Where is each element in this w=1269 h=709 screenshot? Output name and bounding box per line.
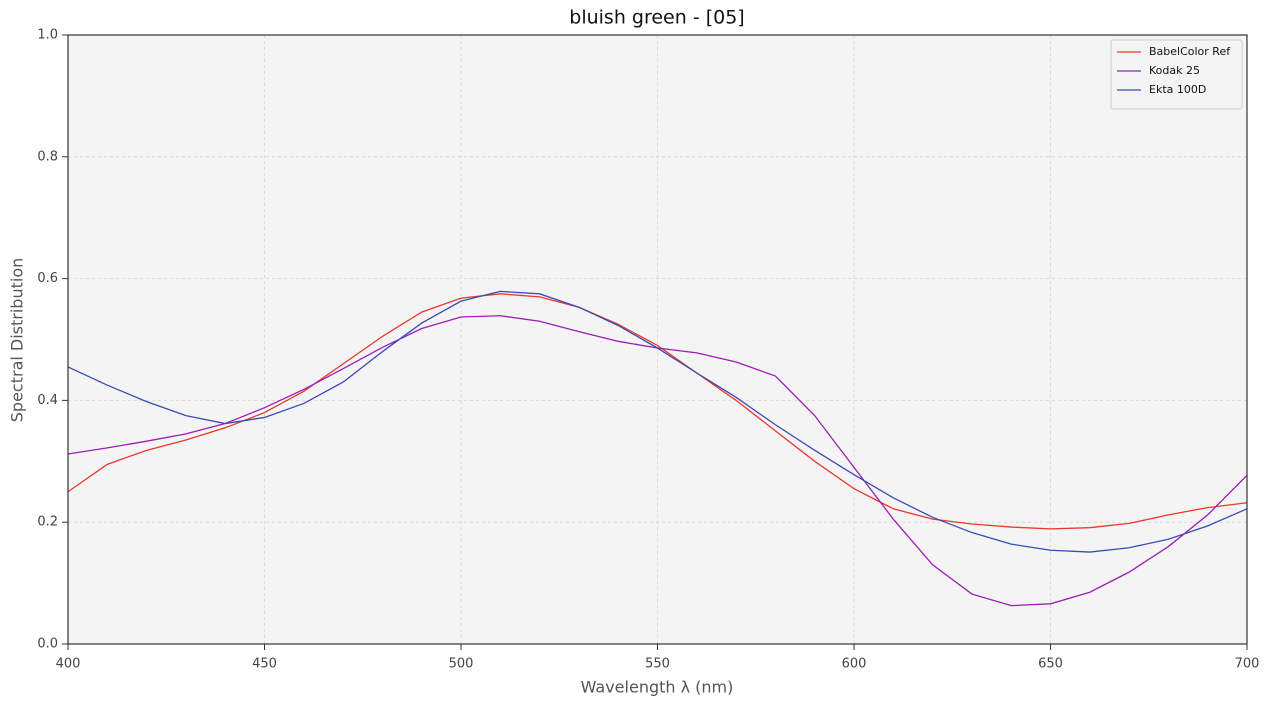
series-line (67, 290, 1248, 553)
y-tick-label: 0.0 (37, 637, 58, 652)
y-tick-label: 1.0 (37, 28, 58, 43)
y-axis-label: Spectral Distribution (8, 258, 27, 422)
y-tick-label: 0.4 (37, 393, 58, 408)
series-line (67, 293, 1248, 530)
x-tick-label: 600 (842, 657, 867, 672)
legend-label: Kodak 25 (1149, 64, 1200, 77)
x-tick-label: 450 (252, 657, 277, 672)
chart-title: bluish green - [05] (569, 7, 744, 29)
y-tick-label: 0.6 (37, 271, 58, 286)
legend-label: BabelColor Ref (1149, 45, 1231, 58)
plot-frame (67, 34, 1248, 645)
legend-label: Ekta 100D (1149, 83, 1206, 96)
x-axis-label: Wavelength λ (nm) (581, 678, 734, 697)
x-tick-label: 500 (449, 657, 474, 672)
x-tick-label: 700 (1235, 657, 1260, 672)
x-tick-label: 400 (56, 657, 81, 672)
y-tick-label: 0.8 (37, 149, 58, 164)
legend: BabelColor Ref Kodak 25 Ekta 100D (1110, 39, 1243, 110)
y-tick-label: 0.2 (37, 515, 58, 530)
x-tick-label: 650 (1038, 657, 1063, 672)
plot-area (68, 35, 1247, 644)
x-tick-label: 550 (645, 657, 670, 672)
legend-box (1110, 39, 1243, 110)
